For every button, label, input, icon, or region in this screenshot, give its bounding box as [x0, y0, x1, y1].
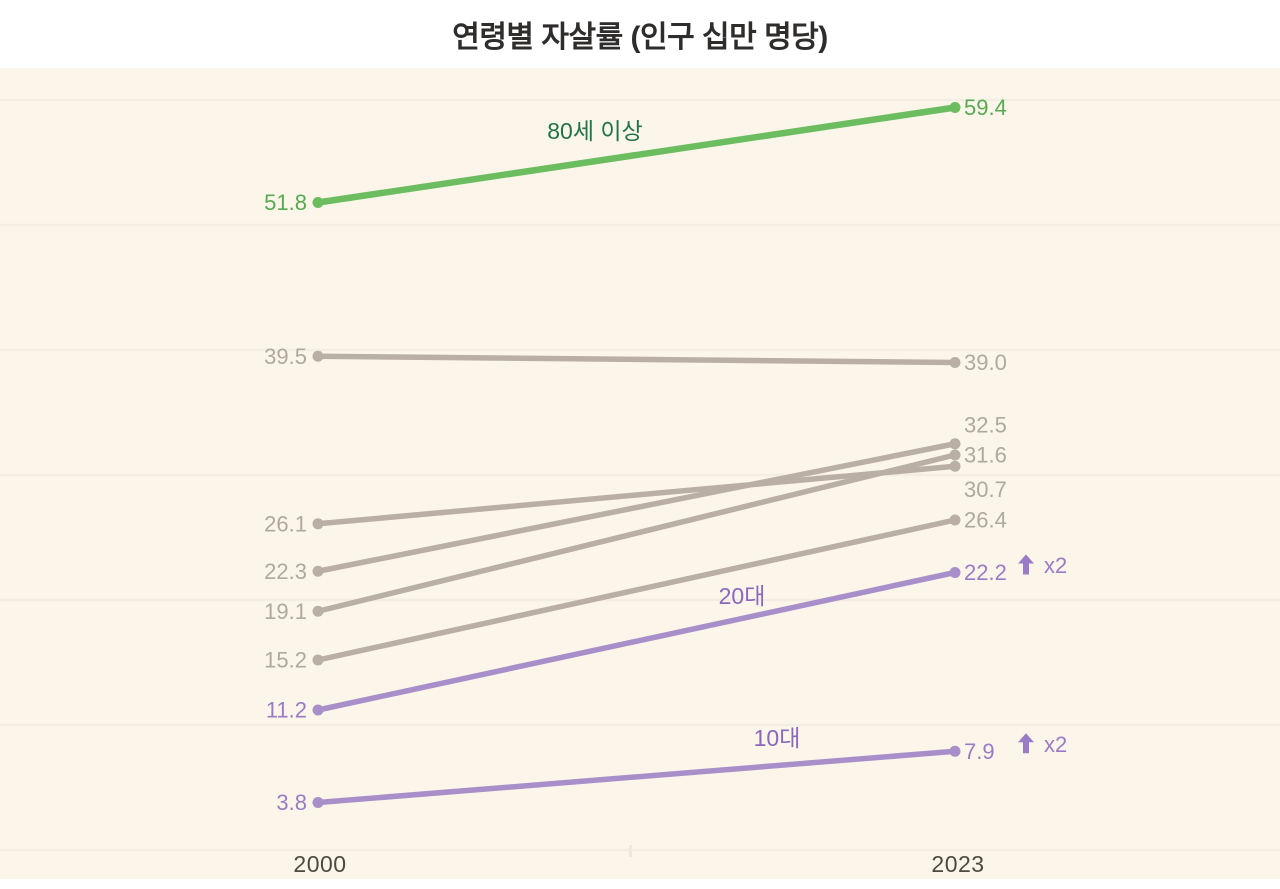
series-name-label: 80세 이상: [547, 118, 642, 144]
data-point: [312, 797, 324, 808]
data-point: [312, 605, 324, 617]
data-point: [949, 102, 961, 113]
data-point: [949, 514, 961, 526]
data-point: [312, 704, 324, 716]
series-name-label: 20대: [719, 583, 766, 609]
value-label: 15.2: [264, 648, 307, 673]
up-arrow-icon: [1018, 554, 1034, 575]
series-line: [315, 353, 958, 366]
series-line: [315, 441, 958, 574]
data-point: [949, 449, 961, 461]
series-line: [314, 104, 959, 206]
value-label: 7.9: [964, 739, 995, 764]
x2-annotation: x2: [1044, 732, 1067, 757]
series-line: [315, 748, 958, 806]
value-label: 26.4: [964, 508, 1007, 533]
data-point: [949, 460, 961, 472]
series-line: [315, 452, 958, 614]
value-label: 30.7: [964, 477, 1007, 502]
x2-annotation: x2: [1044, 553, 1067, 578]
value-label: 22.2: [964, 560, 1007, 585]
value-label: 26.1: [264, 511, 307, 536]
value-label: 3.8: [276, 790, 307, 815]
data-point: [312, 350, 324, 362]
data-point: [949, 745, 961, 757]
data-point: [312, 197, 324, 208]
value-label: 39.0: [964, 350, 1007, 375]
value-label: 51.8: [264, 190, 307, 215]
data-point: [312, 518, 324, 530]
data-point: [312, 654, 324, 666]
x-axis-label-2023: 2023: [931, 851, 985, 877]
series-line: [315, 517, 958, 663]
baseline-tick: [629, 845, 632, 857]
value-label: 11.2: [266, 698, 307, 723]
chart-title: 연령별 자살률 (인구 십만 명당): [452, 21, 828, 54]
value-label: 31.6: [964, 443, 1007, 468]
x-axis-label-2000: 2000: [293, 851, 347, 877]
series-line: [315, 463, 958, 527]
data-point: [949, 567, 961, 578]
data-point: [949, 357, 961, 368]
data-point: [312, 565, 324, 577]
value-label: 59.4: [964, 95, 1007, 120]
series-line: [315, 569, 958, 713]
plot-area: [0, 68, 1280, 879]
value-label: 19.1: [264, 599, 307, 624]
value-label: 32.5: [964, 412, 1007, 437]
value-label: 22.3: [264, 559, 307, 584]
value-label: 39.5: [264, 344, 307, 369]
chart-title-bar: 연령별 자살률 (인구 십만 명당): [0, 0, 1280, 68]
series-name-label: 10대: [754, 725, 801, 751]
data-point: [949, 438, 961, 450]
up-arrow-icon: [1018, 733, 1034, 754]
